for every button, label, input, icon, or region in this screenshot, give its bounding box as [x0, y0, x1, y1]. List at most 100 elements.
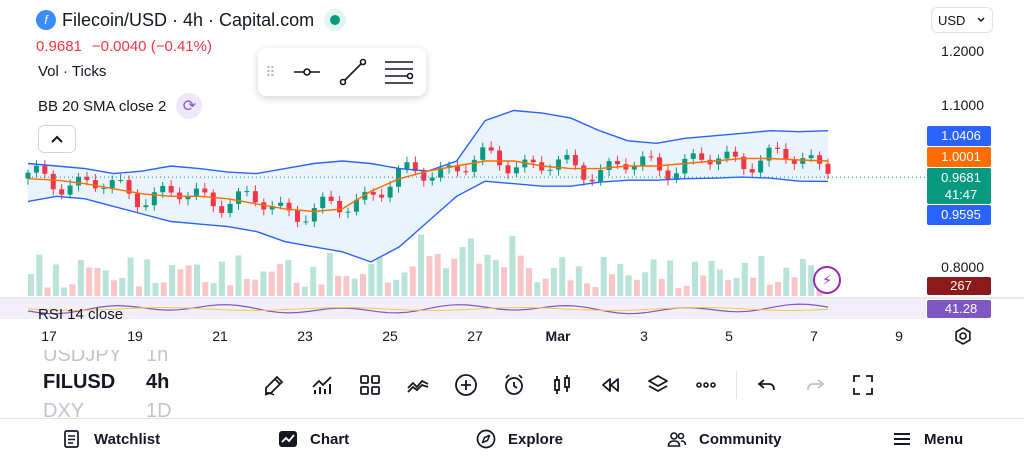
rsi-legend[interactable]: RSI 14 close: [38, 306, 124, 323]
trend-line-icon: [339, 58, 367, 86]
last-price: 0.9681: [36, 38, 82, 55]
candle-body: [303, 221, 309, 223]
volume-bar: [202, 281, 209, 296]
layouts-button[interactable]: [346, 368, 394, 402]
indicators-button[interactable]: [298, 368, 346, 402]
volume-bar: [609, 274, 615, 296]
candle-body: [808, 155, 814, 159]
add-button[interactable]: [442, 368, 490, 402]
horizontal-line-tool[interactable]: [284, 48, 330, 96]
candle-body: [67, 185, 73, 195]
candle-body: [109, 180, 115, 188]
candle-body: [345, 211, 351, 213]
price-chart[interactable]: [0, 0, 1024, 350]
drawing-tool-button[interactable]: [250, 368, 298, 402]
volume-bar: [650, 259, 657, 296]
volume-bar: [642, 272, 649, 296]
nav-community[interactable]: Community: [667, 429, 782, 449]
candle-body: [614, 161, 620, 165]
candle-body: [513, 167, 519, 174]
candle-body: [699, 153, 705, 160]
plus-circle-icon: [455, 374, 477, 396]
chart-settings-icon[interactable]: [953, 326, 973, 346]
volume-bar: [44, 287, 51, 296]
candle-body: [269, 205, 275, 210]
candle-body: [278, 202, 284, 206]
undo-button[interactable]: [743, 368, 791, 402]
volume-bar: [426, 256, 433, 296]
candle-body: [598, 170, 604, 182]
current-timeframe[interactable]: 4h: [146, 371, 170, 393]
candle-body: [202, 188, 208, 193]
symbol-picker[interactable]: USDJPY 1h FILUSD 4h DXY 1D: [40, 350, 210, 418]
candle-body: [210, 192, 216, 207]
volume-bar: [451, 258, 458, 296]
currency-select[interactable]: USD: [931, 7, 993, 33]
candle-body: [244, 191, 250, 193]
timeframe-prev[interactable]: 1h: [146, 350, 169, 366]
candle-body: [530, 159, 536, 163]
current-symbol[interactable]: FILUSD: [43, 371, 116, 393]
nav-explore[interactable]: Explore: [476, 429, 563, 449]
time-axis-label: 7: [810, 328, 818, 344]
candle-body: [33, 165, 39, 173]
candle-body: [800, 158, 806, 164]
volume-bar: [692, 261, 698, 296]
alarm-clock-icon: [505, 374, 523, 395]
volume-bar: [625, 275, 632, 296]
volume-bar: [683, 285, 690, 296]
compare-button[interactable]: [394, 368, 442, 402]
time-axis-label: 3: [640, 328, 648, 344]
nav-watchlist[interactable]: Watchlist: [62, 429, 160, 449]
chart-area[interactable]: f Filecoin/USD · 4h · Capital.com 0.9681…: [0, 0, 1024, 350]
fib-retracement-tool[interactable]: [376, 48, 422, 96]
candle-body: [328, 196, 334, 201]
candle-body: [497, 150, 503, 166]
redo-button[interactable]: [791, 368, 839, 402]
trend-line-tool[interactable]: [330, 48, 376, 96]
refresh-icon[interactable]: ⟳: [176, 93, 203, 119]
price-axis-label: 0.8000: [941, 259, 984, 275]
bollinger-legend[interactable]: BB 20 SMA close 2 ⟳: [38, 93, 203, 119]
volume-bar: [808, 265, 815, 296]
volume-bar: [301, 286, 308, 296]
volume-bar: [343, 276, 350, 296]
volume-bar: [227, 285, 234, 296]
alert-button[interactable]: [490, 368, 538, 402]
chart-type-button[interactable]: [538, 368, 586, 402]
symbol-title[interactable]: Filecoin/USD · 4h · Capital.com: [62, 9, 315, 30]
volume-bar: [94, 267, 101, 296]
candle-body: [59, 189, 65, 195]
fullscreen-button[interactable]: [839, 368, 887, 402]
volume-legend[interactable]: Vol · Ticks: [38, 63, 107, 80]
indicators-icon: [312, 376, 332, 394]
replay-button[interactable]: [586, 368, 634, 402]
volume-tag: 267: [927, 277, 991, 295]
more-button[interactable]: [682, 368, 730, 402]
volume-bar: [111, 280, 117, 296]
symbol-next[interactable]: DXY: [43, 400, 85, 418]
nav-chart[interactable]: Chart: [278, 429, 349, 449]
time-axis-label: 5: [725, 328, 733, 344]
volume-bar: [293, 282, 300, 296]
candle-body: [101, 187, 107, 189]
symbol-prev[interactable]: USDJPY: [43, 350, 122, 366]
volume-bar: [667, 260, 674, 296]
chart-icon: [279, 431, 297, 447]
volume-bar: [310, 266, 317, 296]
timeframe-next[interactable]: 1D: [146, 400, 172, 418]
drag-handle-icon[interactable]: ⠿: [265, 63, 277, 80]
candle-body: [774, 147, 780, 149]
candle-body: [758, 160, 764, 173]
candle-body: [766, 147, 772, 161]
volume-bar: [52, 264, 59, 296]
collapse-legend-button[interactable]: [38, 125, 76, 153]
volume-bar: [268, 271, 275, 296]
candle-body: [454, 165, 460, 172]
object-tree-button[interactable]: [634, 368, 682, 402]
lightning-icon[interactable]: ⚡: [813, 266, 841, 294]
rsi-smoothing-line: [27, 307, 829, 311]
volume-bar: [675, 287, 682, 296]
nav-menu[interactable]: Menu: [892, 429, 963, 449]
volume-bar: [335, 275, 342, 296]
